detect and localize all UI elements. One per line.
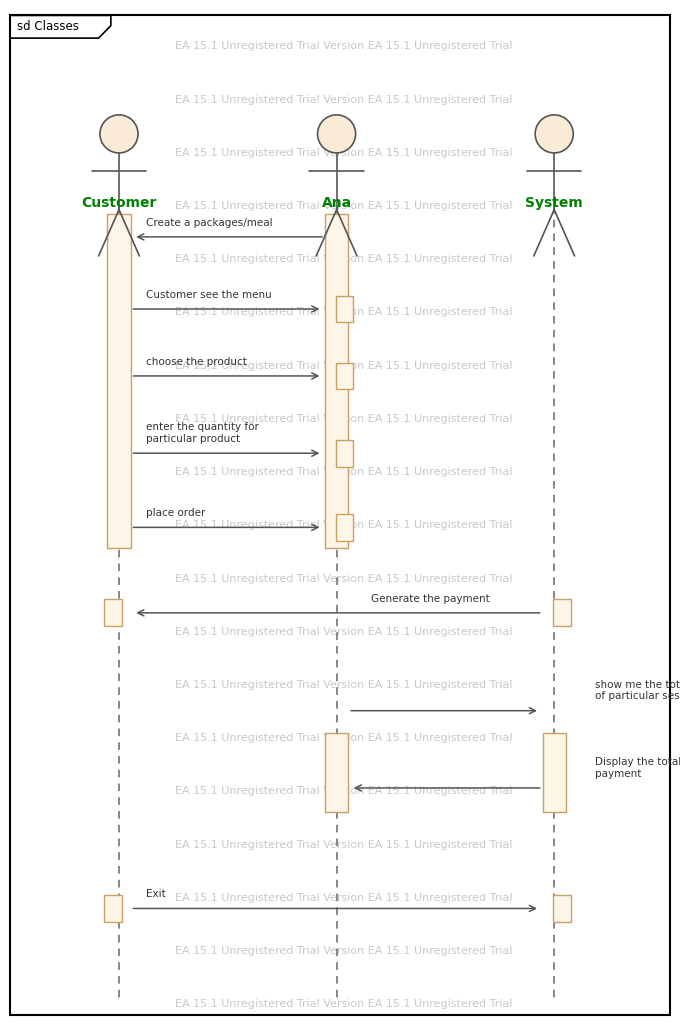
Text: sd Classes: sd Classes [17,21,79,33]
Text: EA 15.1 Unregistered Trial Version EA 15.1 Unregistered Trial: EA 15.1 Unregistered Trial Version EA 15… [175,574,512,584]
Text: EA 15.1 Unregistered Trial Version EA 15.1 Unregistered Trial: EA 15.1 Unregistered Trial Version EA 15… [175,733,512,744]
Text: place order: place order [146,508,205,518]
Text: EA 15.1 Unregistered Trial Version EA 15.1 Unregistered Trial: EA 15.1 Unregistered Trial Version EA 15… [175,95,512,105]
Text: EA 15.1 Unregistered Trial Version EA 15.1 Unregistered Trial: EA 15.1 Unregistered Trial Version EA 15… [175,414,512,424]
Text: EA 15.1 Unregistered Trial Version EA 15.1 Unregistered Trial: EA 15.1 Unregistered Trial Version EA 15… [175,147,512,158]
Ellipse shape [100,115,138,152]
Text: Display the total received
payment: Display the total received payment [595,757,680,779]
Text: choose the product: choose the product [146,356,247,367]
Text: Create a packages/meal: Create a packages/meal [146,217,273,228]
Text: EA 15.1 Unregistered Trial Version EA 15.1 Unregistered Trial: EA 15.1 Unregistered Trial Version EA 15… [175,254,512,265]
Text: EA 15.1 Unregistered Trial Version EA 15.1 Unregistered Trial: EA 15.1 Unregistered Trial Version EA 15… [175,946,512,956]
Text: EA 15.1 Unregistered Trial Version EA 15.1 Unregistered Trial: EA 15.1 Unregistered Trial Version EA 15… [175,41,512,52]
Bar [336,440,354,467]
Bar [104,895,122,922]
Bar [107,214,131,548]
Polygon shape [10,15,111,38]
Text: EA 15.1 Unregistered Trial Version EA 15.1 Unregistered Trial: EA 15.1 Unregistered Trial Version EA 15… [175,201,512,211]
Bar [336,514,354,541]
Ellipse shape [318,115,356,152]
Ellipse shape [535,115,573,152]
Text: enter the quantity for
particular product: enter the quantity for particular produc… [146,422,259,444]
Text: Customer: Customer [82,196,156,210]
Text: Ana: Ana [322,196,352,210]
Text: Generate the payment: Generate the payment [371,593,490,604]
Text: Customer see the menu: Customer see the menu [146,289,272,300]
Text: EA 15.1 Unregistered Trial Version EA 15.1 Unregistered Trial: EA 15.1 Unregistered Trial Version EA 15… [175,999,512,1009]
Text: EA 15.1 Unregistered Trial Version EA 15.1 Unregistered Trial: EA 15.1 Unregistered Trial Version EA 15… [175,626,512,637]
Bar [336,296,354,322]
Text: EA 15.1 Unregistered Trial Version EA 15.1 Unregistered Trial: EA 15.1 Unregistered Trial Version EA 15… [175,839,512,850]
Bar [554,895,571,922]
Bar [325,214,348,548]
Text: EA 15.1 Unregistered Trial Version EA 15.1 Unregistered Trial: EA 15.1 Unregistered Trial Version EA 15… [175,893,512,903]
Text: EA 15.1 Unregistered Trial Version EA 15.1 Unregistered Trial: EA 15.1 Unregistered Trial Version EA 15… [175,680,512,690]
Text: Exit: Exit [146,889,166,899]
Bar [554,599,571,626]
Text: show me the total payment
of particular session: show me the total payment of particular … [595,680,680,701]
Bar [336,363,354,389]
Text: EA 15.1 Unregistered Trial Version EA 15.1 Unregistered Trial: EA 15.1 Unregistered Trial Version EA 15… [175,360,512,371]
Bar [543,733,566,812]
Text: EA 15.1 Unregistered Trial Version EA 15.1 Unregistered Trial: EA 15.1 Unregistered Trial Version EA 15… [175,520,512,530]
Bar [325,733,348,812]
Text: EA 15.1 Unregistered Trial Version EA 15.1 Unregistered Trial: EA 15.1 Unregistered Trial Version EA 15… [175,467,512,477]
Text: EA 15.1 Unregistered Trial Version EA 15.1 Unregistered Trial: EA 15.1 Unregistered Trial Version EA 15… [175,786,512,796]
Bar [104,599,122,626]
Text: EA 15.1 Unregistered Trial Version EA 15.1 Unregistered Trial: EA 15.1 Unregistered Trial Version EA 15… [175,307,512,317]
Text: System: System [526,196,583,210]
